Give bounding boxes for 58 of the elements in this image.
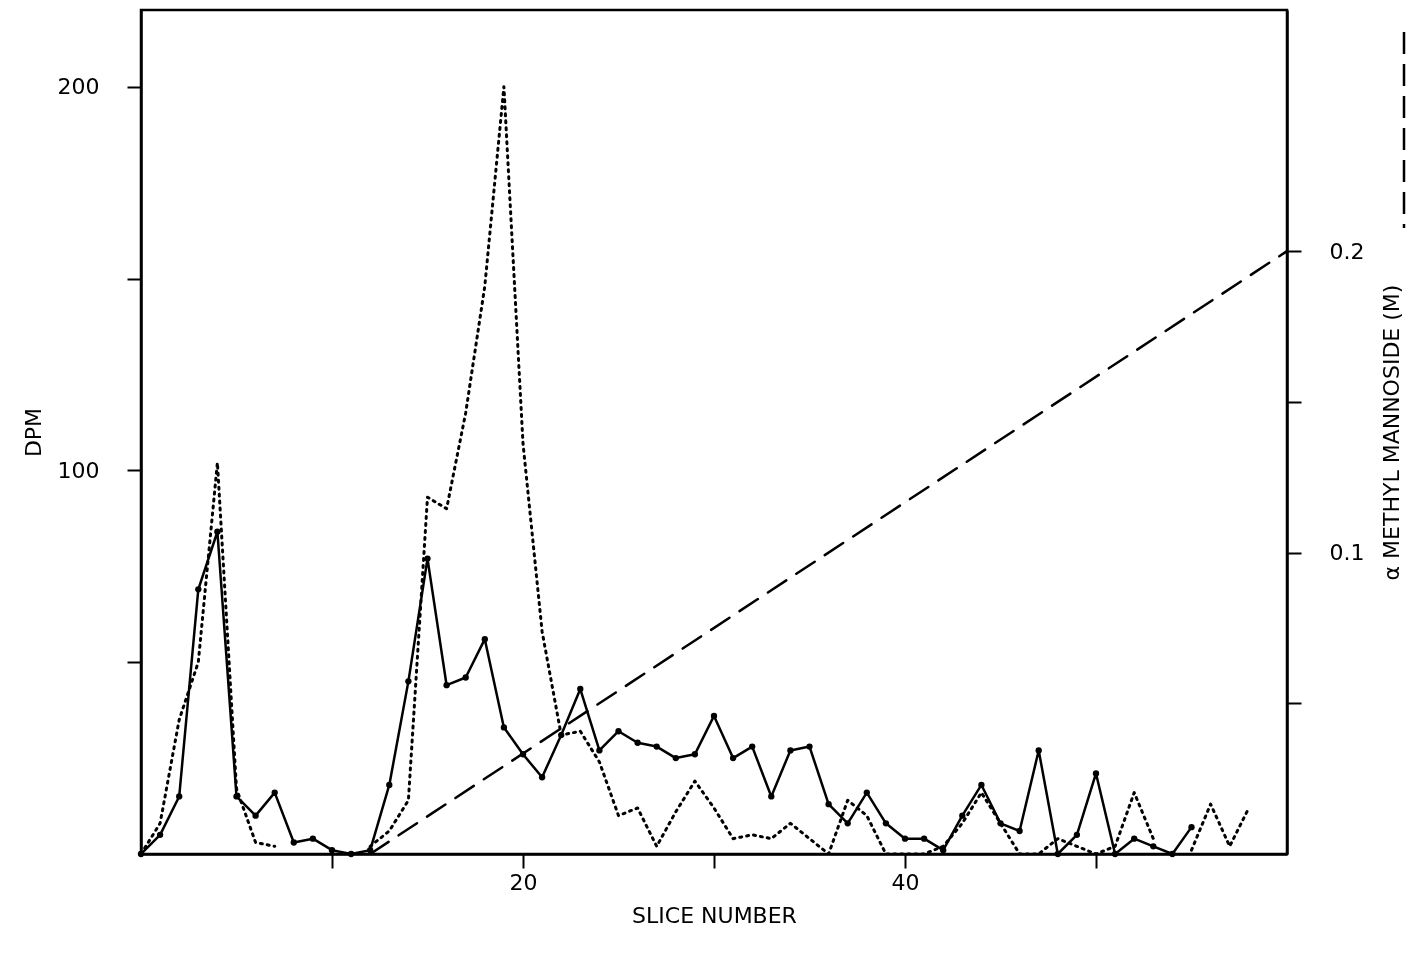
point bbox=[615, 728, 622, 735]
point bbox=[538, 774, 546, 781]
point bbox=[1035, 747, 1042, 754]
point bbox=[1131, 835, 1138, 842]
y-axis-title: DPM bbox=[20, 407, 46, 458]
point bbox=[176, 793, 183, 800]
point bbox=[386, 781, 393, 789]
point bbox=[672, 754, 679, 762]
point bbox=[1054, 850, 1061, 858]
point bbox=[424, 555, 431, 562]
point bbox=[462, 674, 469, 681]
x-axis-title: SLICE NUMBER bbox=[632, 902, 797, 928]
point bbox=[768, 793, 775, 800]
point bbox=[1073, 831, 1081, 838]
point bbox=[405, 678, 412, 685]
point bbox=[156, 831, 164, 838]
point bbox=[940, 847, 947, 854]
point bbox=[328, 847, 336, 854]
point bbox=[729, 754, 737, 762]
point bbox=[863, 789, 870, 796]
y2-axis-title: α METHYL MANNOSIDE (M) bbox=[1379, 284, 1405, 581]
point bbox=[787, 747, 794, 754]
point bbox=[691, 751, 699, 758]
point bbox=[214, 528, 221, 535]
point bbox=[1092, 770, 1100, 777]
point bbox=[1150, 843, 1157, 850]
point bbox=[901, 835, 909, 842]
point bbox=[290, 839, 297, 846]
point bbox=[806, 743, 813, 750]
point bbox=[309, 835, 317, 842]
point bbox=[825, 800, 832, 808]
point bbox=[920, 835, 928, 842]
point bbox=[710, 712, 718, 720]
x-tick-label: 20 bbox=[509, 869, 538, 895]
point bbox=[749, 743, 756, 750]
point bbox=[653, 743, 660, 750]
point bbox=[577, 685, 584, 693]
point bbox=[882, 820, 890, 827]
point bbox=[443, 682, 450, 689]
point bbox=[1169, 850, 1176, 858]
point bbox=[844, 820, 851, 827]
point bbox=[634, 739, 641, 746]
point bbox=[271, 789, 278, 796]
point bbox=[1016, 827, 1023, 835]
y-tick-label: 200 bbox=[57, 74, 100, 100]
x-tick-label: 40 bbox=[891, 869, 920, 895]
y-tick-label: 100 bbox=[57, 457, 100, 483]
point bbox=[500, 724, 508, 731]
point bbox=[347, 850, 355, 858]
point bbox=[195, 586, 202, 593]
point bbox=[1111, 850, 1119, 858]
point bbox=[252, 812, 259, 819]
point bbox=[481, 636, 488, 643]
point bbox=[596, 747, 603, 754]
y2-tick-label: 0.1 bbox=[1329, 540, 1365, 566]
point bbox=[1188, 823, 1195, 831]
y2-tick-label: 0.2 bbox=[1329, 238, 1365, 264]
point bbox=[959, 812, 966, 819]
